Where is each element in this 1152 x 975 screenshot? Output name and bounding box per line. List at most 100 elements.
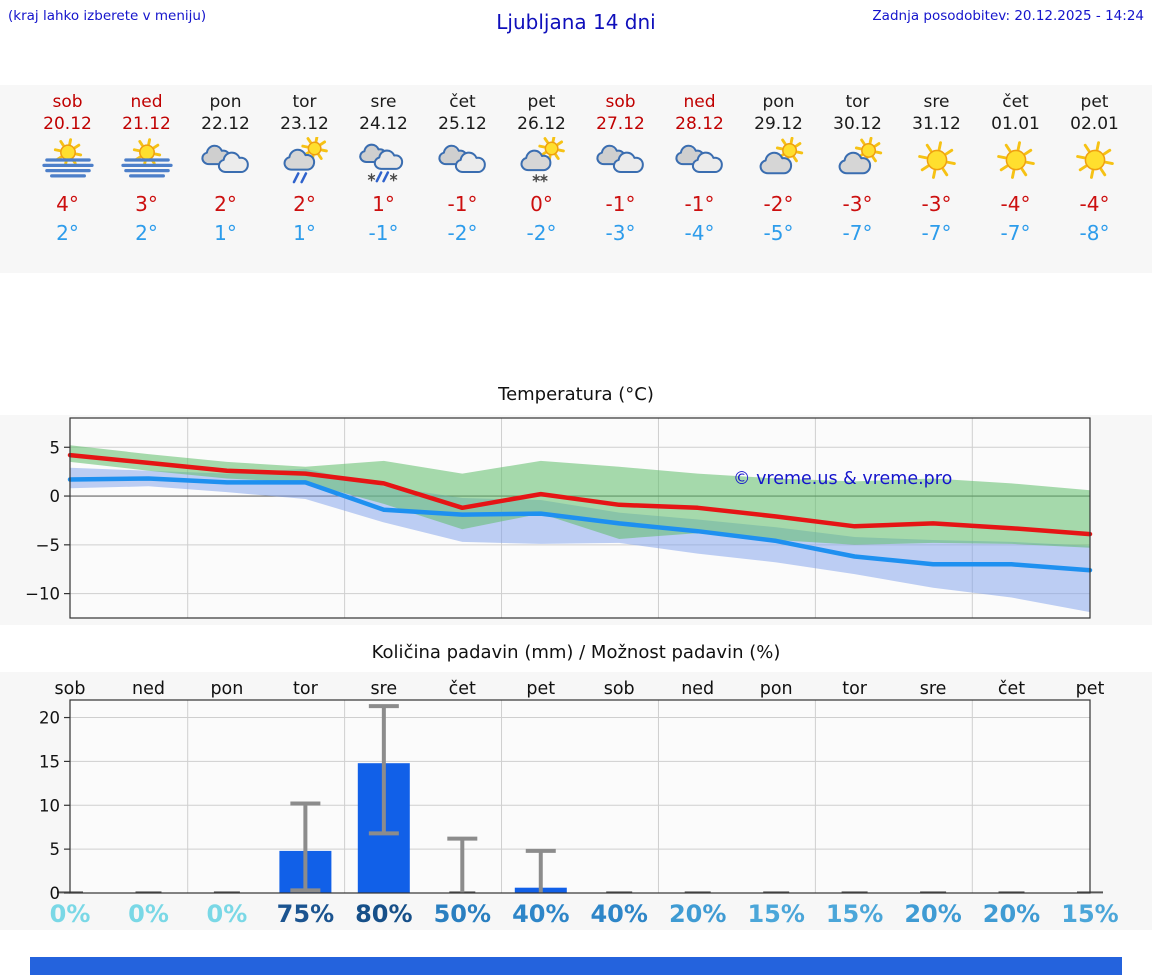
forecast-day: sob 20.12 4° 2° (28, 85, 107, 273)
day-label: pon (210, 679, 243, 699)
day-label: pet (526, 679, 555, 699)
sun-cloud-rain-icon (283, 135, 328, 184)
temp-low: -1° (368, 221, 399, 245)
forecast-day: ned 28.12 -1° -4° (660, 85, 739, 273)
fog-sun-icon (120, 138, 173, 178)
cloudy-icon (674, 144, 723, 174)
temp-high: 2° (293, 192, 316, 216)
temp-low: -4° (684, 221, 715, 245)
y-tick-label: 0 (50, 884, 61, 903)
page-title: Ljubljana 14 dni (496, 10, 656, 34)
pop-label: 40% (590, 900, 647, 928)
day-label: sob (55, 679, 86, 699)
footer-bar (30, 957, 1122, 975)
forecast-day: sre 24.12 1° -1° (344, 85, 423, 273)
pop-label: 15% (826, 900, 883, 928)
weather-icon (513, 135, 571, 187)
day-name: čet (449, 92, 476, 112)
weather-icon (276, 135, 334, 187)
temp-low: -7° (1000, 221, 1031, 245)
forecast-day: pon 22.12 2° 1° (186, 85, 265, 273)
sun-cloud-icon (759, 136, 803, 175)
pop-label: 40% (512, 900, 569, 928)
forecast-day: čet 25.12 -1° -2° (423, 85, 502, 273)
weather-icon (39, 137, 97, 187)
forecast-day: ned 21.12 3° 2° (107, 85, 186, 273)
forecast-strip: sob 20.12 4° 2° ned 21.12 3° 2° pon 22.1… (28, 85, 1134, 273)
temp-low: -8° (1079, 221, 1110, 245)
y-tick-label: 15 (39, 752, 60, 771)
day-name: ned (683, 92, 716, 112)
day-label: ned (681, 679, 714, 699)
temp-low: 2° (135, 221, 158, 245)
temp-high: -1° (605, 192, 636, 216)
temp-high: -4° (1000, 192, 1031, 216)
forecast-day: pet 02.01 -4° -8° (1055, 85, 1134, 273)
pop-label: 80% (355, 900, 412, 928)
temp-high: -3° (921, 192, 952, 216)
weather-icon (197, 137, 255, 187)
pop-label: 0% (50, 900, 91, 928)
sunny-icon (996, 141, 1035, 179)
weather-icon (671, 137, 729, 187)
y-tick-label: 20 (39, 709, 60, 728)
weather-icon (434, 137, 492, 187)
weather-icon (829, 136, 887, 187)
day-name: tor (292, 92, 317, 112)
forecast-day: tor 23.12 2° 1° (265, 85, 344, 273)
temp-high: -3° (842, 192, 873, 216)
day-label: pon (760, 679, 793, 699)
temp-high: 2° (214, 192, 237, 216)
day-date: 20.12 (43, 114, 92, 134)
day-label: ned (132, 679, 165, 699)
day-name: ned (130, 92, 163, 112)
temp-low: -7° (842, 221, 873, 245)
day-date: 26.12 (517, 114, 566, 134)
cloudy-icon (200, 144, 249, 174)
forecast-day: tor 30.12 -3° -7° (818, 85, 897, 273)
temp-high: -1° (447, 192, 478, 216)
pop-label: 50% (434, 900, 491, 928)
day-name: pet (1080, 92, 1109, 112)
pop-label: 20% (904, 900, 961, 928)
watermark: © vreme.us & vreme.pro (733, 469, 952, 489)
y-tick-label: 10 (39, 796, 60, 815)
forecast-day: pon 29.12 -2° -5° (739, 85, 818, 273)
temp-high: 0° (530, 192, 553, 216)
pop-label: 15% (1061, 900, 1118, 928)
temp-low: -2° (526, 221, 557, 245)
y-tick-label: −5 (36, 536, 60, 555)
day-label: sob (604, 679, 635, 699)
last-updated: Zadnja posodobitev: 20.12.2025 - 14:24 (872, 8, 1144, 24)
sunny-icon (1075, 141, 1114, 179)
day-label: sre (370, 679, 397, 699)
day-date: 23.12 (280, 114, 329, 134)
temp-high: 4° (56, 192, 79, 216)
temp-low: 1° (214, 221, 237, 245)
sun-cloud-snow-icon (519, 135, 565, 183)
weather-icon (1066, 137, 1124, 187)
y-tick-label: 0 (50, 487, 61, 506)
pop-label: 20% (669, 900, 726, 928)
cloudy-icon (595, 144, 644, 174)
day-name: sob (605, 92, 636, 112)
day-date: 31.12 (912, 114, 961, 134)
precipitation-chart-title: Količina padavin (mm) / Možnost padavin … (371, 642, 781, 663)
day-date: 29.12 (754, 114, 803, 134)
pop-label: 0% (128, 900, 169, 928)
day-name: tor (845, 92, 870, 112)
y-tick-label: −10 (25, 585, 60, 604)
day-name: pon (209, 92, 242, 112)
min-range-band (70, 467, 1090, 613)
weather-icon (592, 137, 650, 187)
temp-high: -1° (684, 192, 715, 216)
day-date: 25.12 (438, 114, 487, 134)
temp-low: -3° (605, 221, 636, 245)
day-name: pon (762, 92, 795, 112)
pop-label: 15% (747, 900, 804, 928)
temperature-chart: 5 0 −5 −10 © vreme.us & vreme.pro (0, 415, 1152, 625)
day-date: 28.12 (675, 114, 724, 134)
sunny-icon (917, 141, 956, 179)
day-label: sre (920, 679, 947, 699)
temp-low: -2° (447, 221, 478, 245)
